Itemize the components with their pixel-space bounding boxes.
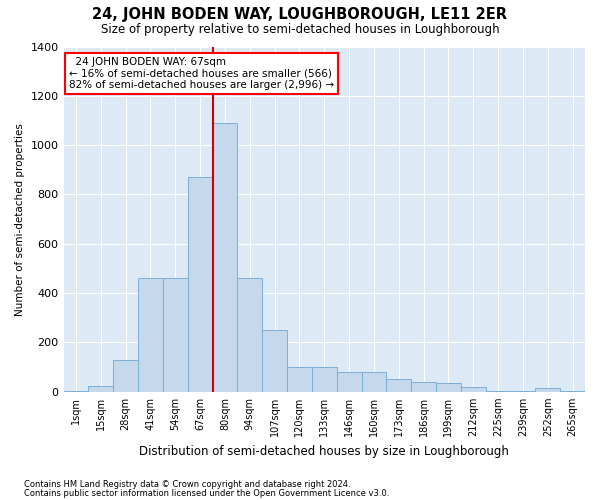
Bar [411, 382, 436, 392]
Bar [64, 390, 88, 392]
Text: 24, JOHN BODEN WAY, LOUGHBOROUGH, LE11 2ER: 24, JOHN BODEN WAY, LOUGHBOROUGH, LE11 2… [92, 8, 508, 22]
Bar [238, 278, 262, 392]
Bar [262, 330, 287, 392]
Bar [88, 386, 113, 392]
Bar [212, 123, 238, 392]
Bar [535, 388, 560, 392]
Text: Contains HM Land Registry data © Crown copyright and database right 2024.: Contains HM Land Registry data © Crown c… [24, 480, 350, 489]
Bar [511, 390, 535, 392]
Bar [461, 387, 485, 392]
Y-axis label: Number of semi-detached properties: Number of semi-detached properties [15, 122, 25, 316]
Bar [312, 367, 337, 392]
Bar [436, 383, 461, 392]
Bar [113, 360, 138, 392]
Bar [362, 372, 386, 392]
Bar [386, 380, 411, 392]
Bar [560, 390, 585, 392]
Bar [485, 390, 511, 392]
Bar [188, 177, 212, 392]
Bar [138, 278, 163, 392]
Text: Contains public sector information licensed under the Open Government Licence v3: Contains public sector information licen… [24, 488, 389, 498]
Text: Size of property relative to semi-detached houses in Loughborough: Size of property relative to semi-detach… [101, 22, 499, 36]
Bar [337, 372, 362, 392]
Text: 24 JOHN BODEN WAY: 67sqm
← 16% of semi-detached houses are smaller (566)
82% of : 24 JOHN BODEN WAY: 67sqm ← 16% of semi-d… [69, 57, 334, 90]
X-axis label: Distribution of semi-detached houses by size in Loughborough: Distribution of semi-detached houses by … [139, 444, 509, 458]
Bar [287, 367, 312, 392]
Bar [163, 278, 188, 392]
